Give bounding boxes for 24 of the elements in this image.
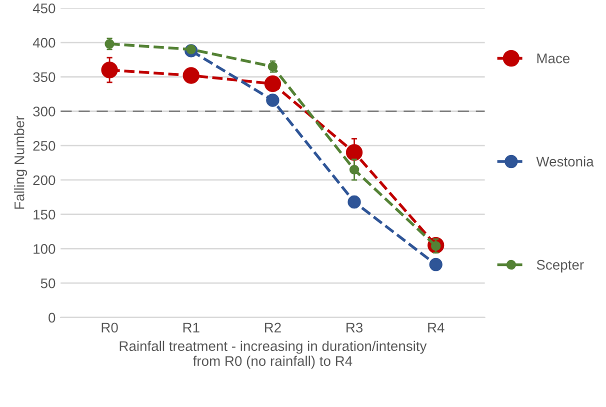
y-tick-label: 400 (32, 38, 56, 48)
point (182, 67, 200, 84)
y-tick-label: 250 (33, 140, 56, 151)
point (346, 144, 363, 161)
x-tick-label: R1 (183, 322, 200, 332)
y-tick-label: 0 (48, 312, 56, 323)
legend-label: Scepter (536, 260, 584, 272)
y-axis-title: Falling Number (14, 116, 28, 209)
y-tick-label: 200 (33, 175, 56, 186)
y-tick-label: 300 (33, 106, 56, 116)
x-tick-label: R0 (102, 322, 118, 333)
x-tick-label: R4 (428, 322, 444, 332)
x-tick-label: R3 (346, 322, 363, 333)
y-tick-label: 150 (34, 210, 56, 220)
x-axis-title: Rainfall treatment - increasing in duration/intensity from R0 (no rainfall) to R4 (120, 340, 427, 369)
legend-label: Westonia (536, 156, 594, 167)
y-tick-label: 100 (34, 244, 56, 254)
y-tick-label: 50 (40, 278, 56, 288)
y-tick-label: 350 (33, 72, 56, 82)
legend-label: Mace (537, 54, 570, 64)
y-tick-label: 450 (32, 3, 56, 14)
point (101, 62, 118, 78)
x-tick-label: R2 (264, 322, 281, 332)
point (264, 75, 282, 92)
